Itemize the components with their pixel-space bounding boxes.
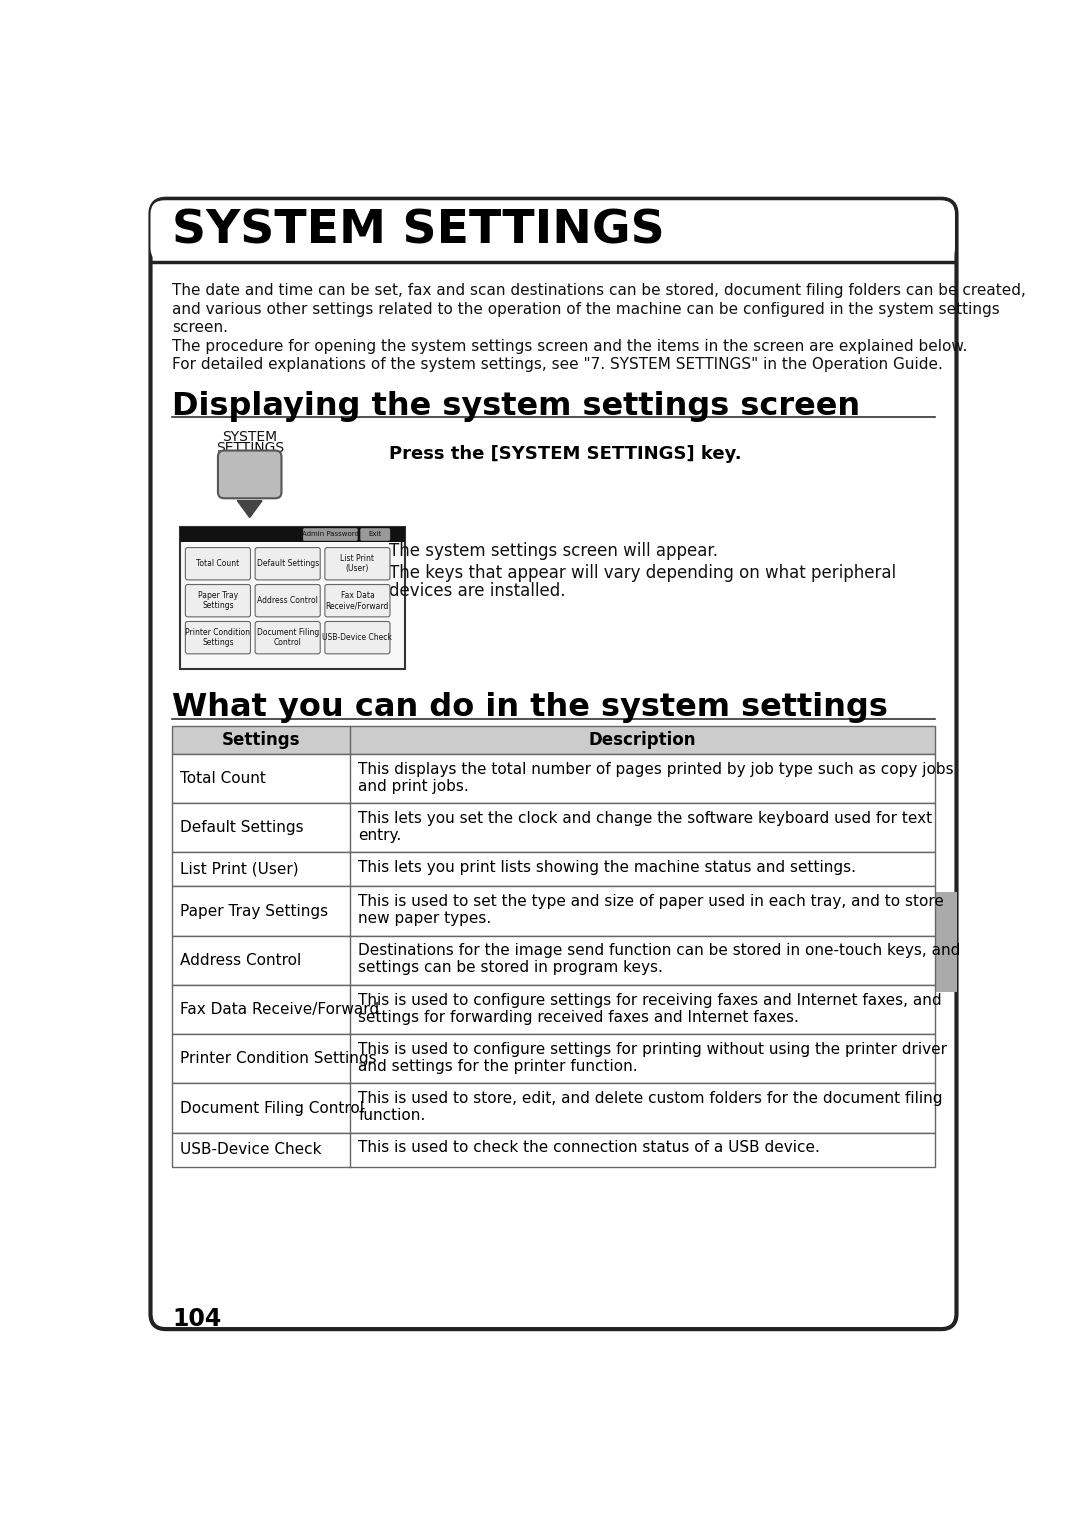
Text: SYSTEM: SYSTEM	[222, 429, 278, 443]
Bar	[172, 1034, 935, 1083]
Text: Destinations for the image send function can be stored in one-touch keys, and: Destinations for the image send function…	[359, 943, 960, 958]
Text: settings can be stored in program keys.: settings can be stored in program keys.	[359, 960, 663, 975]
Text: Total Count: Total Count	[197, 559, 240, 568]
Text: Default Settings: Default Settings	[257, 559, 319, 568]
Text: This lets you set the clock and change the software keyboard used for text: This lets you set the clock and change t…	[359, 811, 932, 827]
Text: Fax Data
Receive/Forward: Fax Data Receive/Forward	[326, 591, 389, 610]
Text: This is used to set the type and size of paper used in each tray, and to store: This is used to set the type and size of…	[359, 894, 944, 909]
Text: The procedure for opening the system settings screen and the items in the screen: The procedure for opening the system set…	[172, 339, 968, 354]
Text: 104: 104	[172, 1306, 221, 1331]
FancyBboxPatch shape	[150, 200, 955, 261]
FancyBboxPatch shape	[218, 451, 282, 498]
FancyBboxPatch shape	[255, 585, 321, 617]
Text: This lets you print lists showing the machine status and settings.: This lets you print lists showing the ma…	[359, 860, 856, 876]
Bar	[180, 527, 405, 669]
Text: Exit: Exit	[368, 532, 382, 538]
Text: settings for forwarding received faxes and Internet faxes.: settings for forwarding received faxes a…	[359, 1010, 799, 1025]
FancyBboxPatch shape	[325, 622, 390, 654]
FancyBboxPatch shape	[186, 547, 251, 581]
Text: Total Count: Total Count	[180, 772, 266, 785]
FancyBboxPatch shape	[186, 622, 251, 654]
Text: and settings for the printer function.: and settings for the printer function.	[359, 1059, 638, 1074]
Text: Displaying the system settings screen: Displaying the system settings screen	[172, 391, 861, 422]
Text: Description: Description	[589, 730, 697, 749]
Bar	[172, 853, 935, 886]
Bar	[172, 935, 935, 986]
Text: For detailed explanations of the system settings, see "7. SYSTEM SETTINGS" in th: For detailed explanations of the system …	[172, 358, 943, 373]
Text: Printer Condition Settings: Printer Condition Settings	[180, 1051, 377, 1067]
Text: Paper Tray
Settings: Paper Tray Settings	[198, 591, 238, 610]
FancyBboxPatch shape	[150, 199, 957, 1329]
Text: SETTINGS: SETTINGS	[216, 440, 284, 454]
Bar	[172, 726, 935, 753]
FancyBboxPatch shape	[255, 622, 321, 654]
Text: USB-Device Check: USB-Device Check	[323, 633, 392, 642]
Text: Document Filing
Control: Document Filing Control	[257, 628, 319, 648]
FancyBboxPatch shape	[186, 585, 251, 617]
Bar	[172, 986, 935, 1034]
Text: List Print
(User): List Print (User)	[340, 555, 375, 573]
Text: This is used to check the connection status of a USB device.: This is used to check the connection sta…	[359, 1140, 820, 1155]
Bar	[172, 886, 935, 935]
FancyBboxPatch shape	[255, 547, 321, 581]
Text: screen.: screen.	[172, 321, 228, 336]
Text: The keys that appear will vary depending on what peripheral: The keys that appear will vary depending…	[389, 564, 896, 582]
Bar	[930, 892, 957, 992]
Text: Document Filing Control: Document Filing Control	[180, 1100, 364, 1115]
Text: Admin Password: Admin Password	[302, 532, 359, 538]
Text: Address Control: Address Control	[257, 596, 319, 605]
FancyBboxPatch shape	[325, 547, 390, 581]
Bar	[172, 753, 935, 804]
Text: Address Control: Address Control	[180, 953, 301, 967]
Text: Printer Condition
Settings: Printer Condition Settings	[186, 628, 251, 648]
Text: This is used to configure settings for receiving faxes and Internet faxes, and: This is used to configure settings for r…	[359, 993, 942, 1007]
Bar	[172, 1132, 935, 1167]
Text: and various other settings related to the operation of the machine can be config: and various other settings related to th…	[172, 303, 1000, 316]
Text: USB-Device Check: USB-Device Check	[180, 1143, 322, 1157]
Bar	[172, 1083, 935, 1132]
Bar	[172, 804, 935, 853]
FancyBboxPatch shape	[303, 529, 357, 541]
Text: devices are installed.: devices are installed.	[389, 582, 566, 601]
Text: Fax Data Receive/Forward: Fax Data Receive/Forward	[180, 1002, 379, 1018]
Text: new paper types.: new paper types.	[359, 911, 491, 926]
FancyBboxPatch shape	[361, 529, 390, 541]
Text: Paper Tray Settings: Paper Tray Settings	[180, 903, 328, 918]
Text: What you can do in the system settings: What you can do in the system settings	[172, 692, 888, 723]
Text: and print jobs.: and print jobs.	[359, 779, 469, 793]
Text: This is used to configure settings for printing without using the printer driver: This is used to configure settings for p…	[359, 1042, 947, 1057]
Text: Settings: Settings	[222, 730, 300, 749]
Text: SYSTEM SETTINGS: SYSTEM SETTINGS	[172, 209, 665, 254]
Text: This displays the total number of pages printed by job type such as copy jobs: This displays the total number of pages …	[359, 761, 954, 776]
Text: Press the [SYSTEM SETTINGS] key.: Press the [SYSTEM SETTINGS] key.	[389, 445, 742, 463]
Text: The date and time can be set, fax and scan destinations can be stored, document : The date and time can be set, fax and sc…	[172, 284, 1026, 298]
Polygon shape	[238, 501, 262, 518]
Text: The system settings screen will appear.: The system settings screen will appear.	[389, 542, 718, 561]
Text: function.: function.	[359, 1108, 426, 1123]
Text: List Print (User): List Print (User)	[180, 862, 298, 877]
FancyBboxPatch shape	[325, 585, 390, 617]
Text: This is used to store, edit, and delete custom folders for the document filing: This is used to store, edit, and delete …	[359, 1091, 943, 1106]
Bar	[180, 527, 405, 542]
Text: Default Settings: Default Settings	[180, 821, 303, 836]
Text: entry.: entry.	[359, 828, 402, 843]
